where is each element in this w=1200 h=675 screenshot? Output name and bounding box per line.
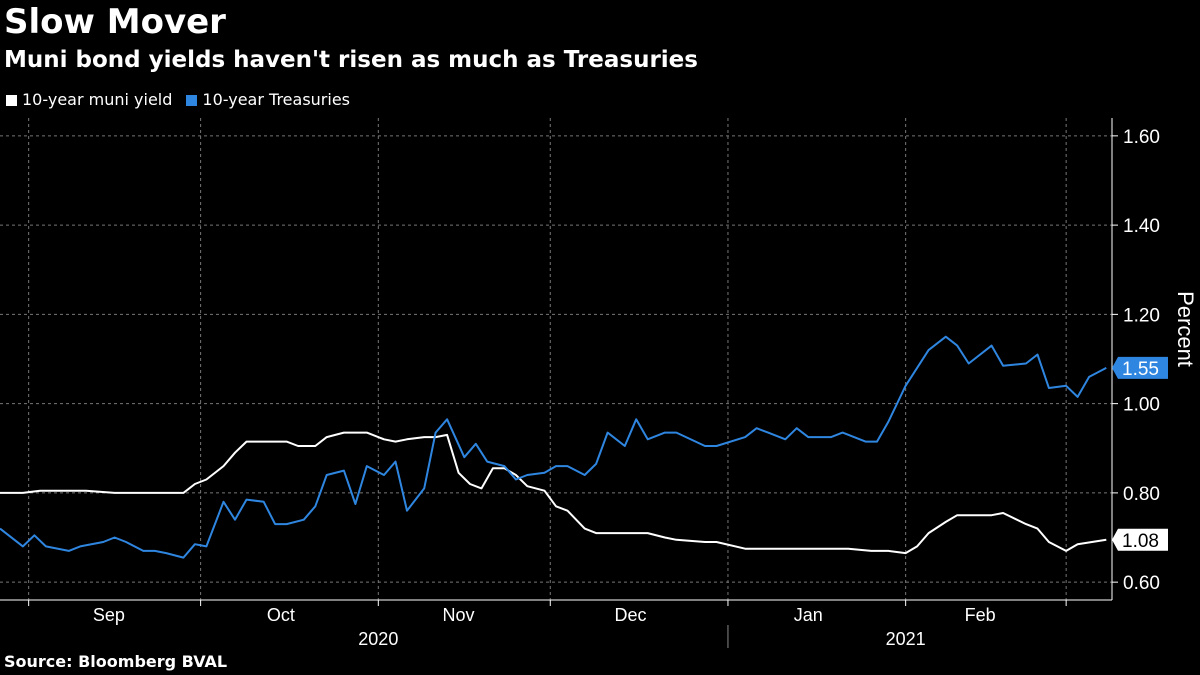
y-tick-label: 1.60 (1123, 127, 1160, 148)
x-month-label: Jan (794, 605, 823, 625)
legend-label-muni: 10-year muni yield (22, 90, 173, 109)
treasuries-end-label: 1.55 (1122, 359, 1159, 380)
treasuries-line (0, 335, 1107, 559)
legend-item-muni: 10-year muni yield (6, 89, 172, 111)
y-tick-label: 0.60 (1123, 573, 1160, 594)
y-tick-label: 1.00 (1123, 395, 1160, 416)
legend-item-treasuries: 10-year Treasuries (186, 89, 350, 111)
source-note: Source: Bloomberg BVAL (4, 652, 228, 671)
x-year-label: 2021 (886, 629, 926, 649)
y-tick-label: 0.80 (1123, 484, 1160, 505)
chart-title: Slow Mover (4, 2, 226, 42)
muni-end-label: 1.08 (1122, 531, 1159, 552)
x-year-label: 2020 (358, 629, 398, 649)
legend-swatch-treasuries (186, 94, 198, 106)
y-tick-label: 1.20 (1123, 305, 1160, 326)
x-month-label: Oct (267, 605, 295, 625)
legend: 10-year muni yield 10-year Treasuries (6, 89, 350, 111)
chart-subtitle: Muni bond yields haven't risen as much a… (4, 47, 698, 73)
x-month-label: Dec (615, 605, 647, 625)
muni-yield-line (0, 431, 1107, 555)
treasuries-end-label-bg (1112, 356, 1168, 379)
legend-swatch-muni (6, 94, 17, 106)
x-month-label: Sep (93, 605, 125, 625)
x-month-label: Nov (443, 605, 475, 625)
legend-label-treasuries: 10-year Treasuries (202, 90, 350, 109)
y-axis-title: Percent (1173, 291, 1198, 367)
y-tick-label: 1.40 (1123, 216, 1160, 237)
x-month-label: Feb (965, 605, 996, 625)
muni-end-label-bg (1112, 528, 1168, 551)
